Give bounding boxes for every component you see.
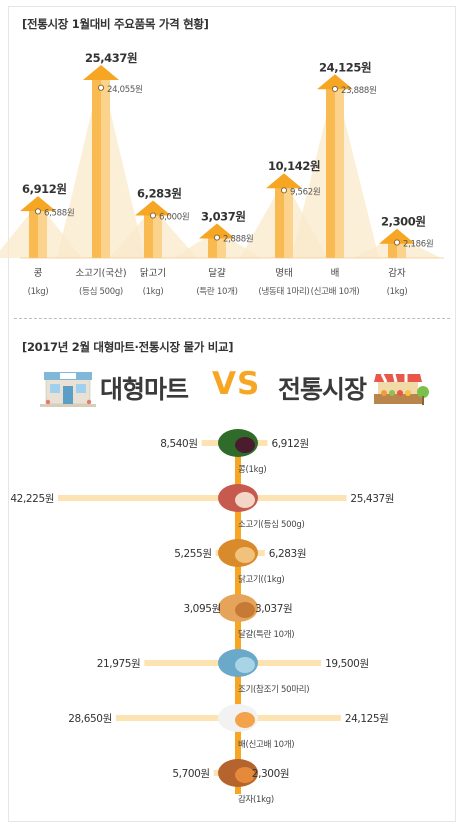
prev-price-label: 2,186원 — [403, 240, 433, 250]
prev-price-label: 6,000원 — [159, 213, 189, 223]
category-label: 닭고기 — [140, 267, 166, 279]
section-divider — [14, 318, 450, 319]
arrow-head — [199, 223, 235, 239]
item-name-label: 조기(참조기 50마리) — [238, 685, 309, 695]
category-sub-label: (신고배 10개) — [311, 286, 360, 297]
arrow-head — [135, 200, 171, 216]
market-bar — [238, 495, 347, 501]
prev-marker — [97, 84, 105, 91]
item-icon-detail — [235, 492, 255, 508]
market-bar — [238, 660, 322, 666]
item-icon-detail — [235, 657, 255, 673]
prev-marker — [34, 208, 42, 215]
vs-label: VS — [212, 366, 261, 402]
price-bar — [29, 209, 47, 258]
category-sub-label: (냉동태 1마리) — [258, 286, 309, 297]
supermarket-price-label: 28,650원 — [68, 713, 112, 725]
category-sub-label: (1kg) — [143, 287, 164, 297]
price-bar — [326, 87, 344, 258]
price-bar — [144, 213, 162, 258]
supermarket-price-label: 5,700원 — [172, 768, 209, 780]
price-bar — [388, 241, 406, 258]
current-price-label: 24,125원 — [319, 60, 371, 74]
prev-price-label: 2,888원 — [223, 235, 253, 245]
item-name-label: 달걀(특란 10개) — [238, 629, 294, 640]
category-label: 달걀 — [208, 267, 226, 279]
arrow-head — [266, 173, 302, 189]
item-icon-detail — [235, 602, 255, 618]
prev-marker — [280, 187, 288, 194]
prev-marker — [331, 85, 339, 93]
arrow-head — [317, 74, 353, 90]
supermarket-price-label: 42,225원 — [10, 493, 54, 505]
supermarket-bar — [58, 495, 238, 501]
prev-price-label: 23,888원 — [341, 86, 376, 96]
category-label: 콩 — [34, 268, 43, 279]
current-price-label: 25,437원 — [85, 51, 137, 65]
infographic-frame — [8, 6, 456, 822]
category-label: 명태 — [275, 268, 292, 279]
supermarket-icon — [40, 372, 96, 407]
item-icon-detail — [235, 547, 255, 563]
prev-price-label: 24,055원 — [107, 85, 142, 95]
supermarket-price-label: 21,975원 — [97, 658, 141, 670]
market-price-label: 2,300원 — [252, 768, 289, 780]
market-price-label: 6,912원 — [271, 438, 308, 450]
category-sub-label: (특란 10개) — [196, 286, 237, 297]
item-name-label: 콩(1kg) — [238, 465, 266, 475]
category-label: 소고기(국산) — [75, 268, 126, 279]
market-price-label: 3,037원 — [255, 603, 292, 615]
prev-price-label: 9,562원 — [290, 187, 320, 197]
market-price-label: 6,283원 — [269, 548, 306, 560]
arrow-head — [83, 65, 119, 80]
section2-title: [2017년 2월 대형마트·전통시장 물가 비교] — [22, 340, 234, 354]
category-label: 배 — [331, 268, 340, 279]
item-name-label: 배(신고배 10개) — [238, 739, 294, 750]
price-bar — [208, 236, 226, 258]
market-stall-icon — [374, 373, 429, 405]
prev-marker — [393, 239, 401, 246]
item-name-label: 소고기(등심 500g) — [238, 519, 304, 530]
item-icon-detail — [235, 767, 255, 783]
current-price-label: 6,283원 — [137, 187, 182, 201]
supermarket-price-label: 5,255원 — [174, 548, 211, 560]
prev-marker — [149, 212, 157, 219]
price-bar — [275, 186, 293, 258]
price-bar — [92, 78, 110, 258]
supermarket-price-label: 3,095원 — [183, 603, 220, 615]
item-name-label: 감자(1kg) — [238, 794, 274, 805]
section1-title: [전통시장 1월대비 주요품목 가격 현황] — [22, 17, 209, 31]
market-price-label: 19,500원 — [325, 658, 369, 670]
arrow-head — [20, 196, 56, 212]
prev-price-label: 6,588원 — [44, 208, 74, 218]
current-price-label: 3,037원 — [201, 210, 246, 224]
category-label: 감자 — [388, 267, 406, 279]
item-icon-detail — [235, 437, 255, 453]
supermarket-price-label: 8,540원 — [160, 438, 197, 450]
current-price-label: 10,142원 — [268, 159, 320, 173]
prev-marker — [213, 234, 221, 241]
market-bar — [238, 715, 341, 721]
current-price-label: 6,912원 — [22, 182, 67, 196]
current-price-label: 2,300원 — [381, 215, 426, 229]
traditional-market-label: 전통시장 — [278, 375, 367, 404]
item-name-label: 닭고기((1kg) — [238, 574, 284, 585]
supermarket-bar — [144, 660, 238, 666]
market-price-label: 25,437원 — [350, 493, 394, 505]
supermarket-label: 대형마트 — [100, 375, 189, 404]
arrow-head — [379, 228, 415, 244]
comparison-header: 대형마트 VS 전통시장 — [0, 366, 464, 412]
market-price-label: 24,125원 — [345, 713, 389, 725]
supermarket-bar — [115, 715, 238, 721]
item-icon-detail — [235, 712, 255, 728]
category-sub-label: (등심 500g) — [79, 286, 123, 297]
category-sub-label: (1kg) — [28, 287, 49, 297]
category-sub-label: (1kg) — [387, 287, 408, 297]
